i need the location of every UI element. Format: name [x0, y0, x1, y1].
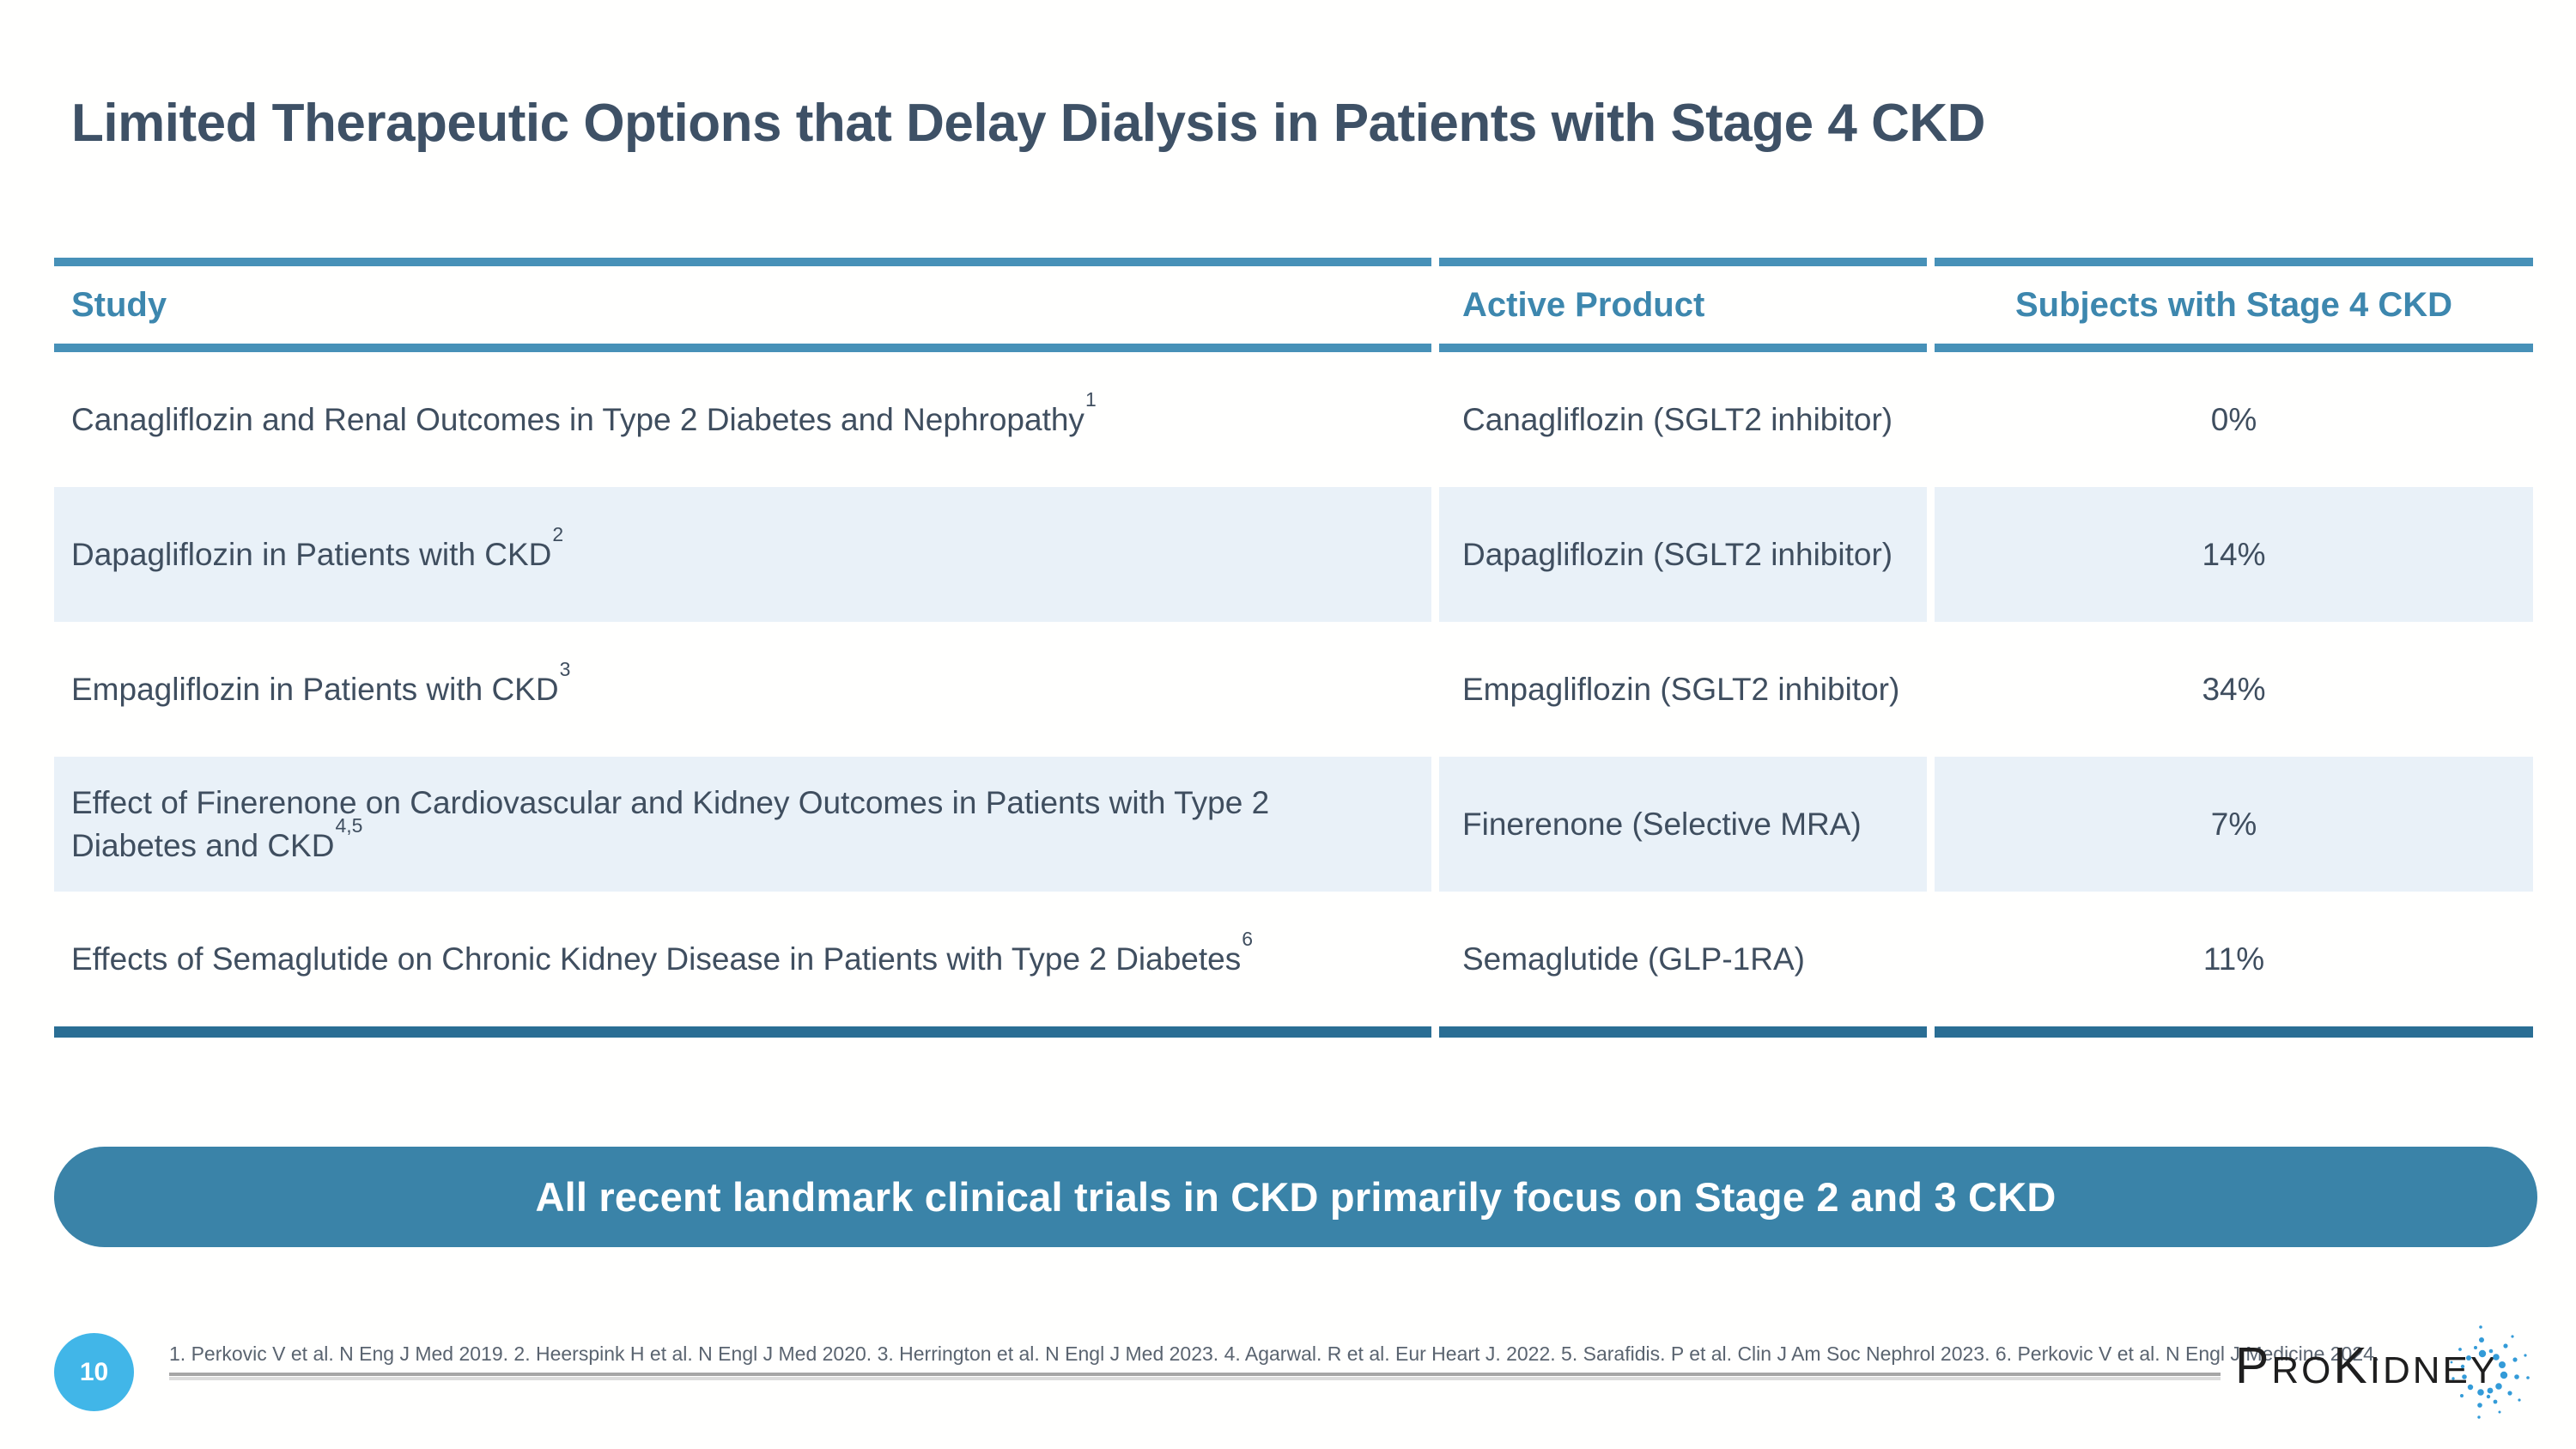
table-row-pct-cell: 0%	[2210, 401, 2257, 437]
table-row-study-cell: Canagliflozin and Renal Outcomes in Type…	[54, 352, 1431, 487]
table-row-product-cell: Canagliflozin (SGLT2 inhibitor)	[1462, 401, 1893, 437]
page-title: Limited Therapeutic Options that Delay D…	[71, 94, 1985, 153]
column-header-study: Study	[54, 258, 1431, 352]
key-message-banner: All recent landmark clinical trials in C…	[54, 1147, 2537, 1247]
study-text: Canagliflozin and Renal Outcomes in Type…	[71, 401, 1084, 437]
column-header-subjects: Subjects with Stage 4 CKD	[1935, 258, 2533, 352]
table-row-product-cell: Finerenone (Selective MRA)	[1439, 757, 1927, 892]
table-row-pct-cell: 11%	[1935, 892, 2533, 1038]
prokidney-logo: P RO K IDNEY	[2235, 1336, 2498, 1395]
footer-divider	[169, 1373, 2221, 1376]
table-row-pct-cell: 14%	[1935, 487, 2533, 622]
footnote-ref: 2	[552, 523, 564, 546]
logo-dot-burst-icon	[2450, 1325, 2530, 1419]
table-row-study-cell: Dapagliflozin in Patients with CKD2	[54, 487, 1431, 622]
footnote-ref: 6	[1242, 928, 1254, 951]
table-row-study-cell: Effect of Finerenone on Cardiovascular a…	[54, 757, 1431, 892]
key-message-text: All recent landmark clinical trials in C…	[535, 1174, 2057, 1220]
study-text: Dapagliflozin in Patients with CKD	[71, 536, 552, 572]
table-row-product-cell: Empagliflozin (SGLT2 inhibitor)	[1462, 671, 1900, 707]
page-number-badge: 10	[54, 1333, 134, 1411]
table-row-pct-cell: 7%	[1935, 757, 2533, 892]
logo-letters: RO	[2271, 1349, 2334, 1391]
logo-letters: IDNEY	[2369, 1349, 2499, 1391]
logo-letter: K	[2333, 1337, 2370, 1394]
references-text: 1. Perkovic V et al. N Eng J Med 2019. 2…	[169, 1342, 2380, 1365]
studies-table: Study Active Product Subjects with Stage…	[54, 258, 2533, 1038]
table-row-product-cell: Semaglutide (GLP-1RA)	[1439, 892, 1927, 1038]
study-text: Effects of Semaglutide on Chronic Kidney…	[71, 941, 1242, 977]
table-row-study-cell: Effects of Semaglutide on Chronic Kidney…	[54, 892, 1431, 1038]
logo-letter: P	[2235, 1337, 2272, 1394]
table-row-study-cell: Empagliflozin in Patients with CKD3	[54, 622, 1431, 757]
table-row-pct-cell: 34%	[2202, 671, 2266, 707]
footnote-ref: 1	[1084, 388, 1097, 411]
page-number: 10	[79, 1357, 109, 1386]
column-header-active-product: Active Product	[1439, 258, 1927, 352]
footnote-ref: 4,5	[335, 814, 363, 837]
footnote-ref: 3	[559, 658, 571, 681]
study-text: Empagliflozin in Patients with CKD	[71, 671, 559, 707]
table-row-product-cell: Dapagliflozin (SGLT2 inhibitor)	[1439, 487, 1927, 622]
study-text: Effect of Finerenone on Cardiovascular a…	[71, 784, 1270, 863]
